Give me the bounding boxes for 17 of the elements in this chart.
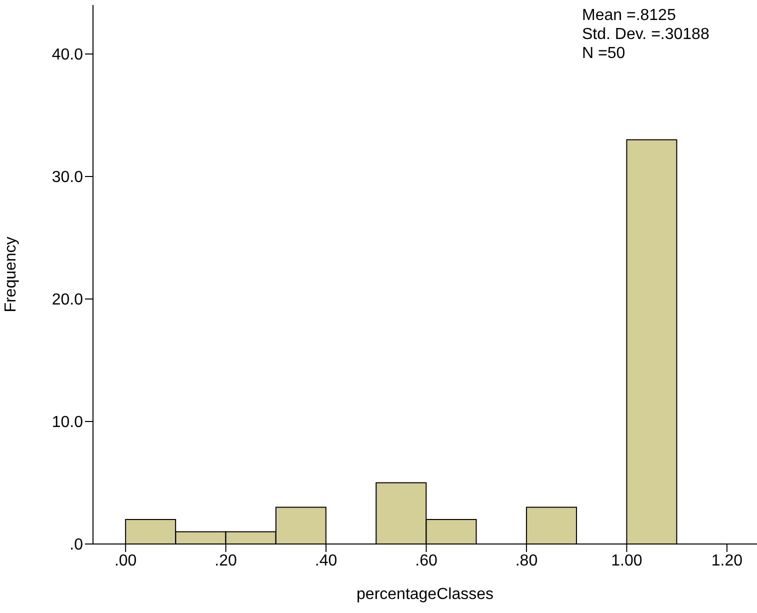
annotation: N =50 <box>582 44 626 63</box>
y-tick-label: 10.0 <box>52 414 84 432</box>
annotation: Mean =.8125 <box>582 6 677 25</box>
x-tick-label: .80 <box>515 552 538 570</box>
x-tick-label: .60 <box>415 552 438 570</box>
x-tick-label: 1.00 <box>611 552 642 570</box>
y-tick-label: .0 <box>70 536 84 554</box>
y-axis-title: Frequency <box>2 236 20 312</box>
x-tick-label: 1.20 <box>711 552 743 570</box>
y-tick-label: 40.0 <box>52 46 84 64</box>
x-tick-label: .00 <box>114 552 137 570</box>
annotation: Std. Dev. =.30188 <box>582 25 710 44</box>
y-tick-label: 30.0 <box>52 169 84 186</box>
y-tick-label: 20.0 <box>52 292 84 309</box>
x-tick-label: .20 <box>214 552 238 570</box>
x-tick-label: .40 <box>314 552 338 570</box>
x-axis-title: percentageClasses <box>356 586 494 603</box>
